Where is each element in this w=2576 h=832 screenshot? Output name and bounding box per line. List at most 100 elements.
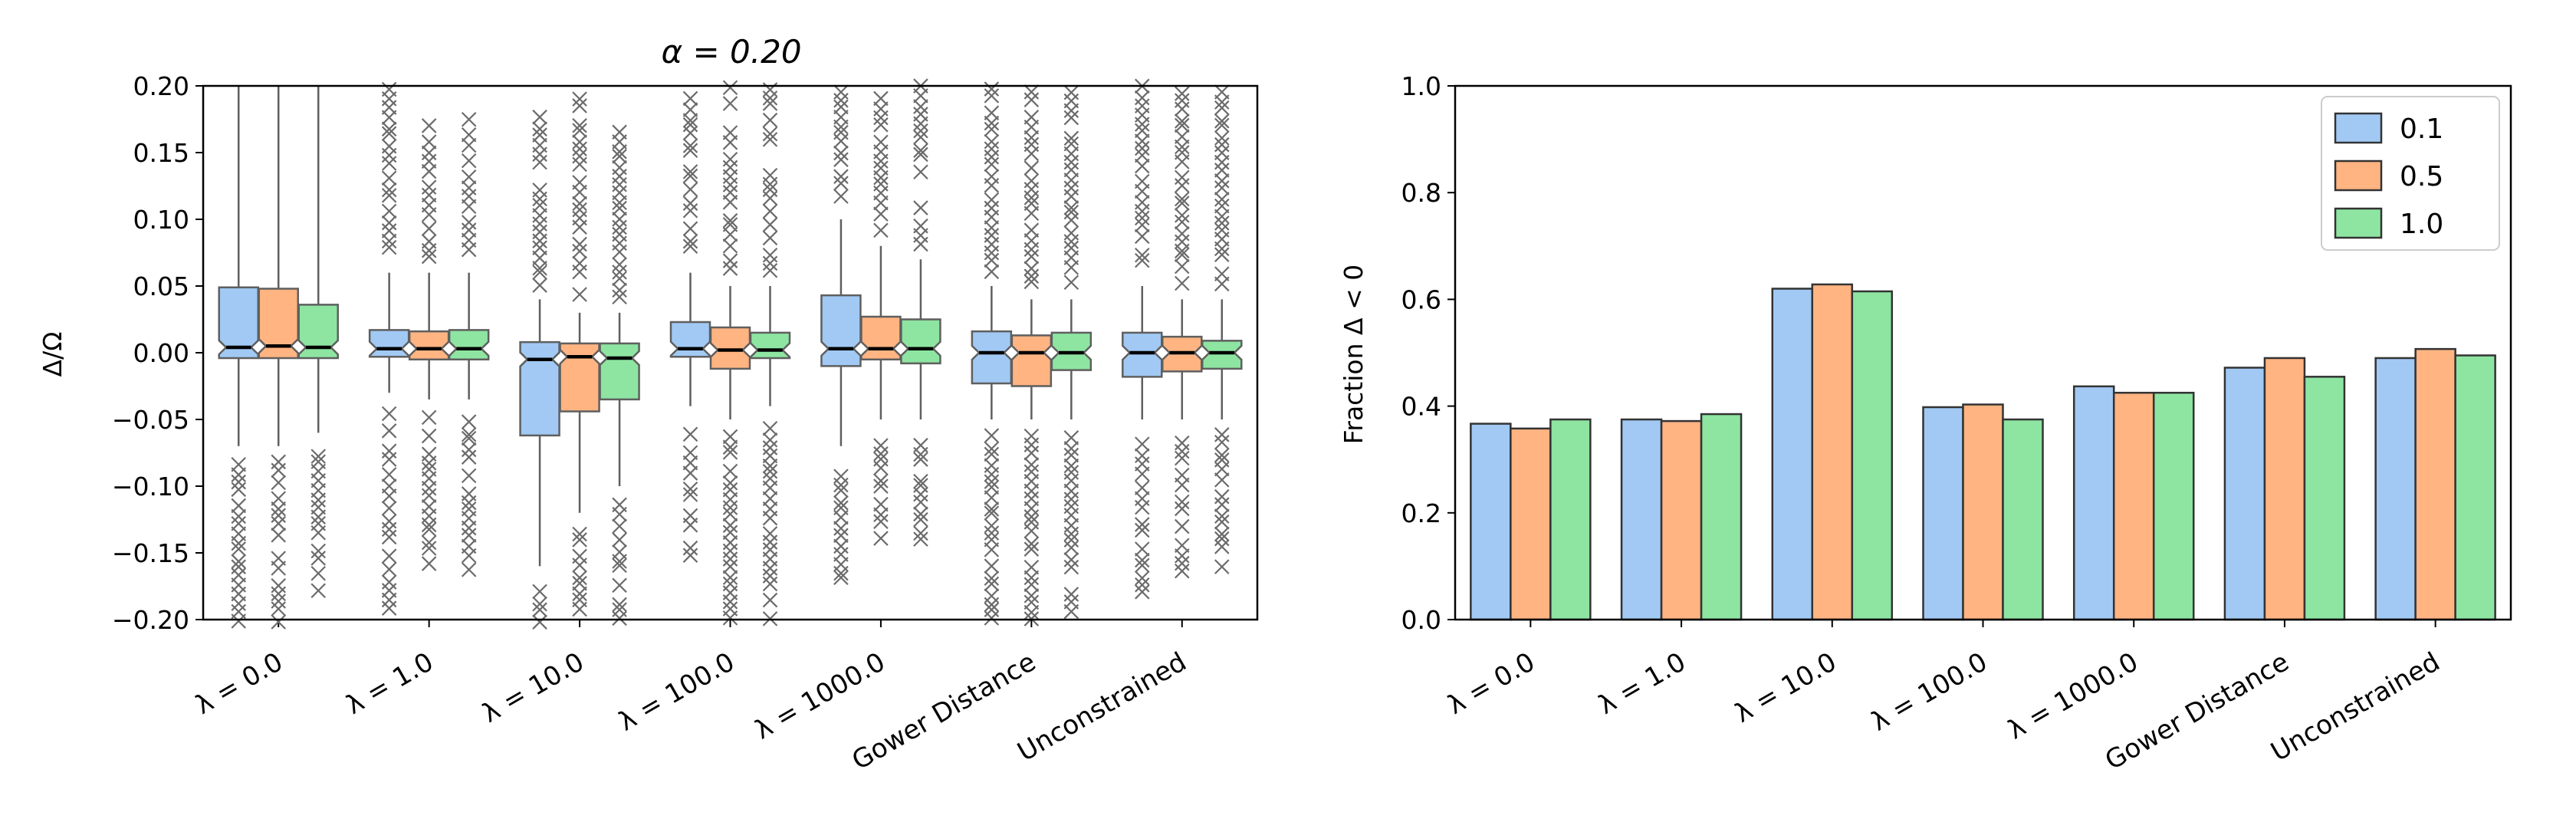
outlier-marker	[271, 594, 286, 609]
outlier-marker	[682, 487, 698, 502]
outlier-marker	[461, 562, 477, 577]
outlier-marker	[1175, 548, 1190, 564]
outlier-marker	[1024, 268, 1040, 284]
outlier-marker	[1135, 195, 1150, 210]
outlier-marker	[1214, 198, 1230, 214]
outlier-marker	[532, 216, 547, 232]
outlier-marker	[612, 282, 627, 298]
outlier-marker	[381, 126, 397, 141]
outlier-marker	[310, 551, 326, 566]
box-series-2	[559, 342, 600, 413]
outlier-marker	[1024, 588, 1040, 603]
outlier-marker	[1024, 560, 1040, 575]
outlier-marker	[722, 212, 738, 229]
outlier-marker	[532, 154, 547, 170]
outlier-marker	[421, 187, 437, 203]
outlier-marker	[381, 501, 397, 516]
outlier-marker	[762, 262, 778, 278]
outlier-marker	[461, 169, 477, 185]
outlier-marker	[1135, 552, 1150, 568]
outlier-marker	[381, 188, 397, 203]
outlier-marker	[1063, 441, 1079, 456]
outlier-marker	[762, 247, 778, 263]
outlier-marker	[1024, 491, 1040, 507]
outlier-marker	[612, 265, 627, 280]
outlier-marker	[682, 548, 698, 563]
outlier-marker	[1024, 577, 1040, 593]
outlier-marker	[722, 551, 738, 567]
box-series-1	[519, 340, 560, 437]
outlier-marker	[572, 255, 587, 271]
outlier-marker	[873, 452, 889, 467]
outlier-marker	[722, 429, 738, 445]
outlier-marker	[271, 462, 286, 478]
outlier-marker	[1063, 447, 1079, 463]
outlier-marker	[271, 501, 286, 517]
outlier-marker	[833, 482, 849, 498]
outlier-marker	[1063, 532, 1079, 548]
outlier-marker	[1135, 158, 1150, 174]
outlier-marker	[984, 458, 1000, 473]
right-x-tick-label: λ = 100.0	[1866, 646, 1993, 737]
outlier-marker	[572, 156, 587, 173]
outlier-marker	[1063, 93, 1079, 109]
right-y-tick-label: 0.4	[1401, 392, 1441, 422]
outlier-marker	[1063, 212, 1079, 228]
outlier-marker	[381, 443, 397, 459]
outlier-marker	[231, 554, 246, 569]
box-series-2	[860, 315, 902, 360]
outlier-marker	[1214, 192, 1230, 207]
outlier-marker	[984, 602, 1000, 617]
outlier-marker	[873, 134, 889, 150]
outlier-marker	[421, 541, 437, 556]
bar-series-1.0	[2303, 376, 2346, 621]
outlier-marker	[1135, 584, 1150, 600]
outlier-marker	[1214, 266, 1230, 281]
outlier-marker	[381, 81, 397, 97]
left-y-tick-label: −0.20	[112, 605, 189, 635]
outlier-marker	[572, 287, 587, 302]
outlier-marker	[984, 571, 1000, 586]
outlier-marker	[421, 134, 437, 150]
outlier-marker	[310, 565, 326, 581]
outlier-marker	[271, 491, 286, 506]
outlier-marker	[461, 430, 477, 446]
outlier-marker	[461, 538, 477, 554]
outlier-marker	[461, 127, 477, 143]
outlier-marker	[532, 596, 547, 612]
outlier-marker	[421, 248, 437, 265]
outlier-marker	[833, 538, 849, 554]
outlier-marker	[381, 452, 397, 467]
outlier-marker	[612, 518, 627, 534]
outlier-marker	[421, 498, 437, 515]
outlier-marker	[612, 212, 627, 227]
outlier-marker	[984, 588, 1000, 603]
outlier-marker	[722, 601, 738, 617]
outlier-marker	[722, 500, 738, 515]
legend-label: 1.0	[2400, 209, 2443, 240]
outlier-marker	[873, 531, 889, 546]
outlier-marker	[1063, 225, 1079, 241]
left-chart-title: α = 0.20	[661, 33, 801, 71]
left-y-tick-label: 0.15	[133, 138, 189, 168]
outlier-marker	[722, 238, 738, 254]
outlier-marker	[984, 474, 1000, 489]
bar-series-0.1	[2072, 385, 2115, 621]
outlier-marker	[682, 202, 698, 219]
outlier-marker	[682, 238, 698, 254]
bar-series-1.0	[1549, 418, 1592, 621]
outlier-marker	[1214, 531, 1230, 547]
outlier-marker	[532, 602, 547, 617]
outlier-marker	[913, 531, 928, 547]
outlier-marker	[612, 602, 627, 617]
outlier-marker	[612, 577, 627, 594]
outlier-marker	[762, 448, 778, 464]
outlier-marker	[1063, 465, 1079, 480]
outlier-marker	[231, 456, 246, 472]
outlier-marker	[381, 548, 397, 564]
outlier-marker	[984, 200, 1000, 216]
outlier-marker	[421, 409, 437, 426]
outlier-marker	[682, 481, 698, 497]
right-y-tick-label: 0.6	[1401, 284, 1441, 314]
